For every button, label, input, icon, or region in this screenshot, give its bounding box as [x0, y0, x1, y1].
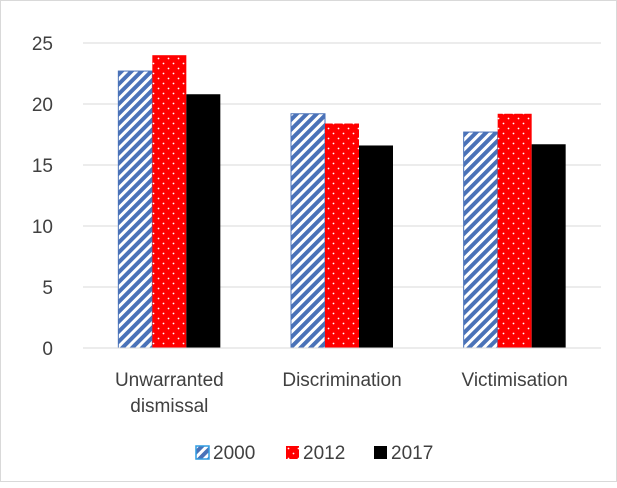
legend-swatch-2000 [195, 445, 210, 460]
x-category-label-line: Unwarranted [115, 370, 224, 391]
legend-label-2012: 2012 [303, 443, 345, 464]
bar-2000-0 [117, 70, 153, 349]
x-category-label: Victimisation [462, 370, 568, 391]
y-tick-label: 15 [32, 156, 53, 177]
legend: 2000 2012 2017 [195, 443, 433, 464]
y-tick-label: 25 [32, 34, 53, 55]
x-category-label: Unwarranted dismissal [115, 370, 224, 417]
legend-label-2017: 2017 [391, 443, 433, 464]
bar-2017-1 [359, 145, 393, 348]
x-category-label-line: Victimisation [462, 370, 568, 391]
bar-2012-2 [497, 113, 532, 348]
bars [117, 55, 566, 349]
y-tick-label: 5 [42, 278, 53, 299]
legend-swatch-2017 [374, 446, 387, 459]
bar-2012-1 [325, 123, 359, 349]
y-tick-label: 10 [32, 217, 53, 238]
y-tick-label: 0 [42, 339, 53, 360]
x-axis: Unwarranted dismissal Discrimination Victim… [83, 347, 601, 417]
legend-swatch-2012 [286, 446, 299, 459]
bar-2000-2 [463, 131, 499, 349]
y-tick-label: 20 [32, 95, 53, 116]
bar-2017-0 [186, 94, 221, 349]
bar-2017-2 [531, 144, 566, 348]
x-category-label: Discrimination [282, 370, 401, 391]
x-category-label-line: Discrimination [282, 370, 401, 391]
bar-2012-0 [152, 55, 187, 348]
legend-label-2000: 2000 [213, 443, 255, 464]
y-axis-tick-labels: 0 5 10 15 20 25 [32, 34, 53, 360]
x-category-label-line: dismissal [130, 396, 208, 417]
bar-2000-1 [290, 113, 326, 349]
